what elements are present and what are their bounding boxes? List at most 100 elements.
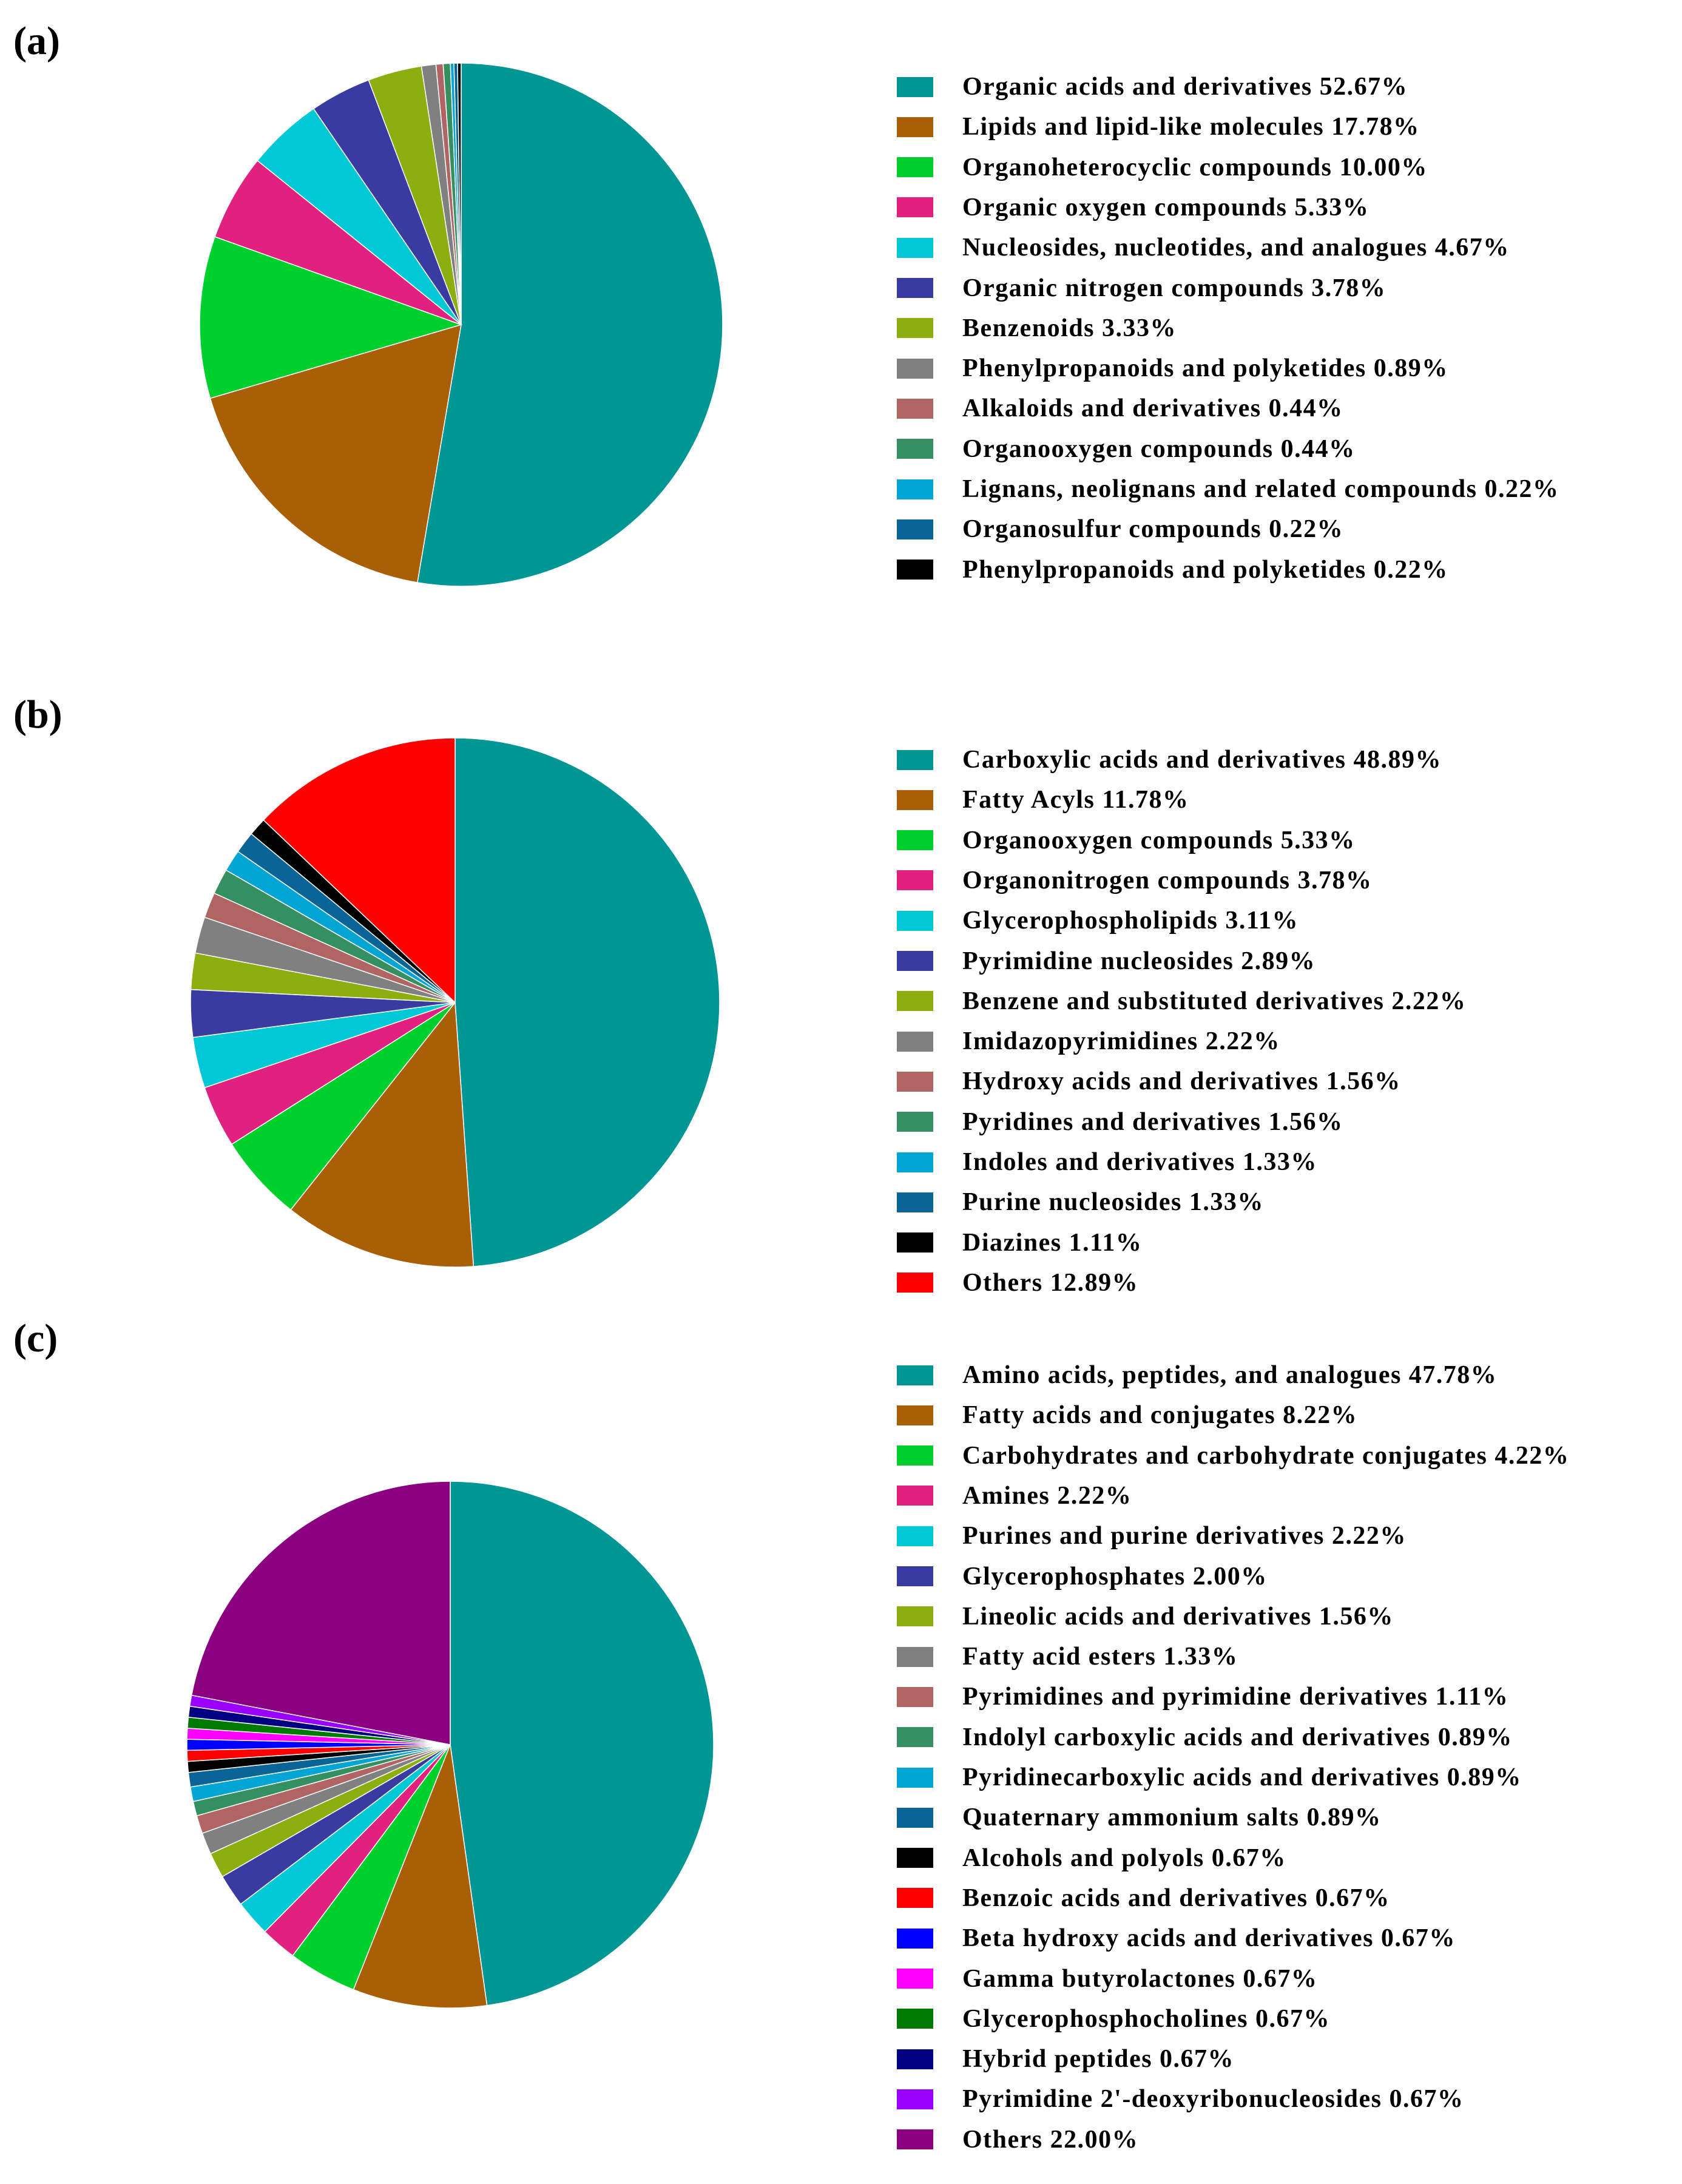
legend-label: Fatty acids and conjugates 8.22% — [962, 1401, 1358, 1430]
legend-label: Amino acids, peptides, and analogues 47.… — [962, 1361, 1498, 1389]
legend-swatch — [897, 1928, 933, 1949]
legend-label: Lineolic acids and derivatives 1.56% — [962, 1602, 1394, 1631]
legend-item: Organosulfur compounds 0.22% — [897, 511, 1343, 547]
legend-item: Glycerophosphates 2.00% — [897, 1558, 1268, 1595]
legend-item: Alkaloids and derivatives 0.44% — [897, 390, 1343, 427]
legend-label: Organooxygen compounds 5.33% — [962, 826, 1356, 854]
legend-label: Purines and purine derivatives 2.22% — [962, 1522, 1407, 1550]
legend-label: Organonitrogen compounds 3.78% — [962, 866, 1373, 894]
legend-swatch — [897, 870, 933, 891]
legend-swatch — [897, 910, 933, 931]
legend-item: Organoheterocyclic compounds 10.00% — [897, 149, 1428, 186]
legend-label: Glycerophosphates 2.00% — [962, 1562, 1268, 1591]
legend-item: Lipids and lipid-like molecules 17.78% — [897, 109, 1420, 145]
legend-swatch — [897, 519, 933, 539]
legend-label: Pyrimidine 2'-deoxyribonucleosides 0.67% — [962, 2085, 1464, 2114]
legend-swatch — [897, 318, 933, 339]
legend-label: Hydroxy acids and derivatives 1.56% — [962, 1067, 1401, 1096]
legend-swatch — [897, 1686, 933, 1707]
legend-swatch — [897, 1727, 933, 1748]
legend-item: Lignans, neolignans and related compound… — [897, 471, 1559, 507]
legend-swatch — [897, 1888, 933, 1908]
legend-label: Quaternary ammonium salts 0.89% — [962, 1804, 1382, 1832]
legend-item: Pyridines and derivatives 1.56% — [897, 1104, 1343, 1140]
legend-item: Organic nitrogen compounds 3.78% — [897, 270, 1386, 306]
legend-item: Pyrimidine 2'-deoxyribonucleosides 0.67% — [897, 2081, 1464, 2117]
legend-swatch — [897, 1232, 933, 1253]
legend-item: Lineolic acids and derivatives 1.56% — [897, 1598, 1394, 1635]
legend-swatch — [897, 2049, 933, 2069]
legend-label: Organosulfur compounds 0.22% — [962, 515, 1344, 544]
legend-swatch — [897, 1445, 933, 1466]
legend-item: Pyrimidines and pyrimidine derivatives 1… — [897, 1679, 1508, 1715]
legend-item: Fatty Acyls 11.78% — [897, 782, 1189, 818]
legend-label: Organooxygen compounds 0.44% — [962, 434, 1356, 463]
legend-label: Gamma butyrolactones 0.67% — [962, 1964, 1318, 1993]
legend-item: Fatty acids and conjugates 8.22% — [897, 1397, 1357, 1433]
legend-item: Fatty acid esters 1.33% — [897, 1638, 1238, 1675]
legend-swatch — [897, 1969, 933, 1989]
legend-swatch — [897, 1112, 933, 1132]
legend-label: Glycerophosphocholines 0.67% — [962, 2004, 1330, 2033]
legend-item: Organic oxygen compounds 5.33% — [897, 189, 1369, 226]
legend-item: Purines and purine derivatives 2.22% — [897, 1518, 1407, 1554]
legend-label: Benzenoids 3.33% — [962, 314, 1177, 342]
legend-label: Pyridinecarboxylic acids and derivatives… — [962, 1763, 1522, 1791]
pie-slice — [263, 737, 456, 1004]
legend-swatch — [897, 1071, 933, 1092]
legend-label: Beta hydroxy acids and derivatives 0.67% — [962, 1924, 1456, 1953]
legend-item: Imidazopyrimidines 2.22% — [897, 1023, 1280, 1060]
legend-item: Nucleosides, nucleotides, and analogues … — [897, 229, 1510, 266]
legend-item: Others 12.89% — [897, 1265, 1138, 1301]
legend-item: Alcohols and polyols 0.67% — [897, 1840, 1286, 1876]
legend-item: Amino acids, peptides, and analogues 47.… — [897, 1357, 1497, 1393]
legend-label: Indoles and derivatives 1.33% — [962, 1148, 1317, 1176]
legend-label: Alkaloids and derivatives 0.44% — [962, 394, 1343, 423]
legend-item: Beta hydroxy acids and derivatives 0.67% — [897, 1920, 1456, 1956]
legend-swatch — [897, 1192, 933, 1212]
legend-swatch — [897, 560, 933, 580]
pie-slice — [450, 1481, 714, 2006]
legend-swatch — [897, 2089, 933, 2109]
legend-swatch — [897, 1807, 933, 1828]
legend-label: Fatty Acyls 11.78% — [962, 786, 1189, 814]
pie-chart-c — [186, 1481, 714, 2009]
legend-swatch — [897, 1031, 933, 1052]
pie-slice — [417, 63, 723, 587]
legend-swatch — [897, 1848, 933, 1868]
legend-swatch — [897, 439, 933, 459]
legend-swatch — [897, 830, 933, 851]
legend-item: Benzene and substituted derivatives 2.22… — [897, 983, 1466, 1019]
legend-label: Amines 2.22% — [962, 1481, 1132, 1510]
legend-item: Indolyl carboxylic acids and derivatives… — [897, 1719, 1513, 1756]
legend-item: Diazines 1.11% — [897, 1225, 1142, 1261]
legend-swatch — [897, 2129, 933, 2150]
legend-swatch — [897, 789, 933, 810]
legend-item: Organonitrogen compounds 3.78% — [897, 862, 1372, 899]
legend-label: Pyrimidines and pyrimidine derivatives 1… — [962, 1683, 1509, 1711]
legend-item: Pyrimidine nucleosides 2.89% — [897, 943, 1316, 979]
legend-item: Organic acids and derivatives 52.67% — [897, 69, 1408, 105]
legend-item: Others 22.00% — [897, 2121, 1138, 2158]
legend-swatch — [897, 749, 933, 770]
legend-item: Organooxygen compounds 5.33% — [897, 822, 1356, 859]
legend-item: Carbohydrates and carbohydrate conjugate… — [897, 1438, 1569, 1474]
legend-label: Benzoic acids and derivatives 0.67% — [962, 1884, 1390, 1912]
pie-slice — [353, 1743, 488, 2009]
legend-item: Phenylpropanoids and polyketides 0.89% — [897, 350, 1448, 387]
legend-label: Nucleosides, nucleotides, and analogues … — [962, 234, 1510, 262]
legend-swatch — [897, 1486, 933, 1506]
legend-label: Organic acids and derivatives 52.67% — [962, 73, 1408, 101]
legend-swatch — [897, 1646, 933, 1667]
legend-item: Glycerophosphocholines 0.67% — [897, 2001, 1330, 2037]
legend-swatch — [897, 1566, 933, 1586]
legend-swatch — [897, 76, 933, 97]
legend-swatch — [897, 157, 933, 178]
legend-label: Diazines 1.11% — [962, 1228, 1143, 1257]
panel-label-c: (c) — [13, 1316, 58, 1361]
legend-label: Indolyl carboxylic acids and derivatives… — [962, 1723, 1513, 1751]
legend-item: Purine nucleosides 1.33% — [897, 1184, 1264, 1220]
pie-slice — [199, 236, 463, 399]
legend-swatch — [897, 1152, 933, 1172]
legend-label: Organic nitrogen compounds 3.78% — [962, 274, 1386, 302]
